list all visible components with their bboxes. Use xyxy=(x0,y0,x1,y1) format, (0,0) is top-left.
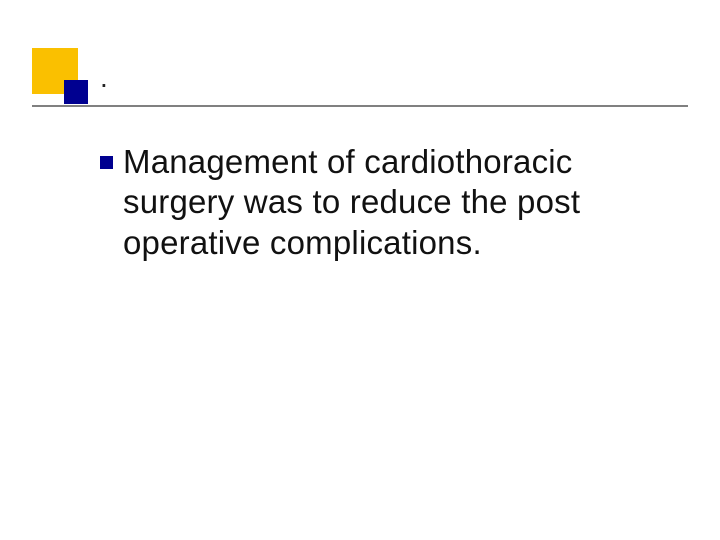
bullet-text: Management of cardiothoracic surgery was… xyxy=(123,142,692,263)
title-underline xyxy=(32,105,688,107)
slide-title: . xyxy=(100,62,108,94)
list-item: Management of cardiothoracic surgery was… xyxy=(100,142,692,263)
content-area: Management of cardiothoracic surgery was… xyxy=(100,142,692,263)
bullet-square-icon xyxy=(100,156,113,169)
slide: . Management of cardiothoracic surgery w… xyxy=(0,0,720,540)
blue-square-icon xyxy=(64,80,88,104)
corner-decoration xyxy=(32,48,88,104)
